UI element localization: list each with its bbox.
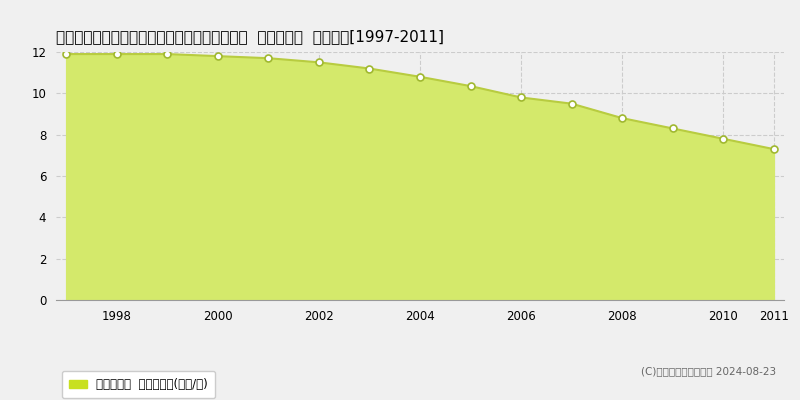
Legend: 基準地価格  平均坪単価(万円/坪): 基準地価格 平均坪単価(万円/坪) bbox=[62, 371, 215, 398]
Text: (C)土地価格ドットコム 2024-08-23: (C)土地価格ドットコム 2024-08-23 bbox=[641, 366, 776, 376]
Text: 徳島県勝浦郡勝浦町大字三渓字上川原１５番４  基準地価格  地価推移[1997-2011]: 徳島県勝浦郡勝浦町大字三渓字上川原１５番４ 基準地価格 地価推移[1997-20… bbox=[56, 29, 444, 44]
